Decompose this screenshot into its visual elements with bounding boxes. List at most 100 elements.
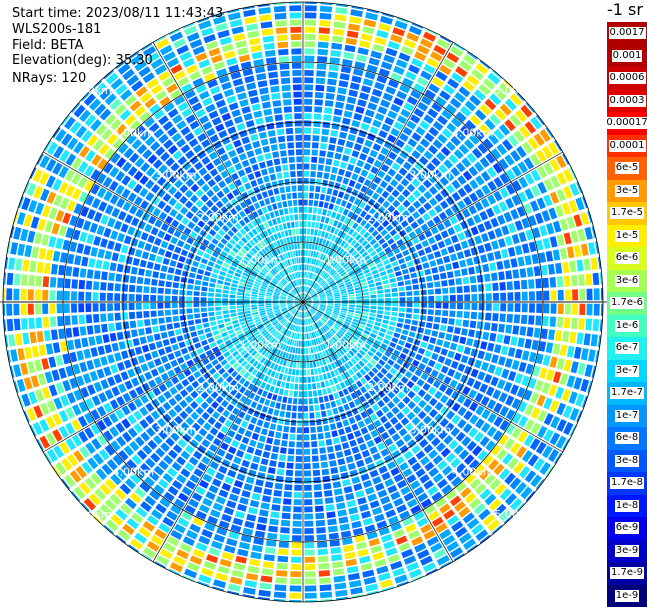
beta-cell (337, 138, 346, 146)
beta-cell (545, 465, 554, 477)
beta-cell (532, 365, 541, 377)
beta-cell (487, 194, 497, 205)
beta-cell (222, 225, 230, 233)
beta-cell (369, 358, 377, 366)
beta-cell (369, 95, 380, 104)
beta-cell (312, 316, 317, 322)
beta-cell (155, 447, 166, 458)
beta-cell (304, 34, 316, 41)
beta-cell (206, 406, 215, 415)
beta-cell (176, 549, 189, 560)
beta-cell (104, 250, 112, 260)
beta-cell (436, 38, 450, 50)
beta-cell (336, 175, 343, 183)
beta-cell (203, 252, 211, 260)
beta-cell (66, 200, 76, 212)
beta-cell (295, 311, 299, 317)
beta-cell (491, 323, 498, 332)
beta-cell (165, 157, 175, 167)
beta-cell (432, 379, 441, 389)
beta-cell (278, 541, 289, 548)
beta-cell (304, 319, 307, 325)
beta-cell (498, 123, 511, 136)
beta-cell (184, 462, 195, 472)
beta-cell (214, 421, 223, 430)
beta-cell (121, 303, 128, 311)
beta-cell (261, 269, 267, 275)
beta-cell (299, 279, 302, 285)
beta-cell (326, 265, 331, 272)
beta-cell (371, 329, 379, 335)
beta-cell (121, 175, 131, 186)
beta-cell (512, 269, 520, 279)
beta-cell (466, 518, 480, 530)
beta-cell (503, 211, 513, 223)
beta-cell (428, 510, 440, 521)
beta-cell (334, 298, 341, 301)
beta-cell (269, 460, 277, 467)
beta-cell (270, 144, 278, 151)
beta-cell (121, 350, 129, 360)
beta-cell (453, 444, 464, 455)
beta-cell (345, 281, 352, 286)
beta-cell (339, 286, 346, 290)
beta-cell (85, 291, 92, 301)
beta-cell (219, 327, 227, 333)
beta-cell (159, 272, 167, 280)
beta-cell (284, 178, 290, 186)
beta-cell (297, 348, 301, 354)
beta-cell (462, 80, 475, 92)
beta-cell (235, 146, 245, 155)
beta-cell (398, 339, 405, 346)
beta-cell (199, 244, 207, 251)
beta-cell (231, 423, 239, 432)
beta-cell (29, 260, 37, 273)
beta-cell (348, 307, 355, 310)
beta-cell (328, 180, 335, 188)
beta-cell (366, 235, 374, 242)
beta-cell (417, 549, 430, 560)
beta-cell (172, 480, 183, 490)
beta-cell (319, 447, 326, 454)
beta-cell (353, 345, 360, 351)
beta-cell (313, 283, 318, 289)
beta-cell (282, 290, 288, 294)
beta-cell (348, 401, 356, 409)
beta-cell (305, 340, 308, 347)
beta-cell (273, 107, 282, 114)
beta-cell (131, 139, 143, 150)
beta-cell (221, 81, 232, 91)
beta-cell (304, 62, 315, 69)
beta-cell (278, 263, 284, 270)
beta-cell (309, 290, 315, 295)
beta-cell (314, 284, 320, 290)
beta-cell (17, 243, 25, 256)
beta-cell (293, 391, 298, 397)
beta-cell (280, 305, 287, 308)
beta-cell (163, 204, 172, 214)
beta-cell (248, 37, 261, 46)
beta-cell (231, 370, 238, 378)
beta-cell (280, 295, 287, 298)
beta-cell (294, 302, 301, 306)
beta-cell (343, 323, 350, 328)
beta-cell (320, 303, 326, 306)
beta-cell (304, 264, 307, 271)
beta-cell (279, 317, 285, 323)
beta-cell (215, 472, 225, 481)
beta-cell (330, 270, 337, 276)
beta-cell (227, 269, 235, 275)
beta-cell (420, 95, 432, 106)
beta-cell (332, 28, 345, 36)
beta-cell (183, 243, 191, 251)
beta-cell (413, 290, 420, 296)
beta-cell (259, 223, 266, 231)
beta-cell (294, 298, 301, 301)
beta-cell (457, 394, 466, 404)
beta-cell (491, 240, 499, 250)
beta-cell (236, 295, 243, 299)
beta-cell (391, 311, 398, 317)
beta-cell (306, 333, 309, 340)
beta-cell (433, 425, 443, 435)
beta-cell (307, 228, 311, 235)
